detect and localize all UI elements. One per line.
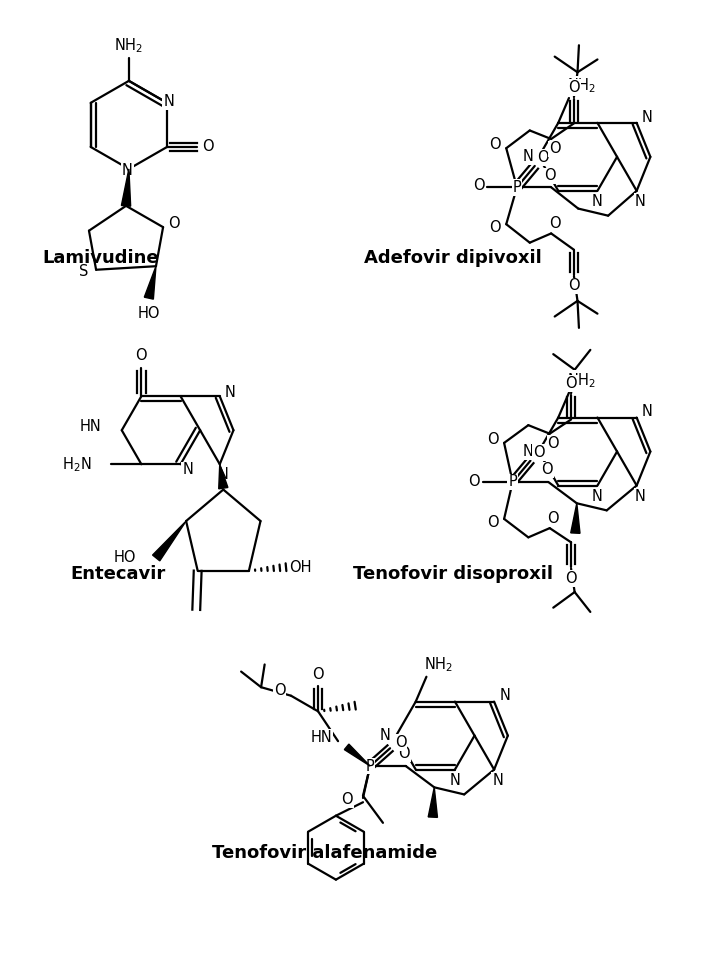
Text: N: N xyxy=(163,94,174,109)
Text: O: O xyxy=(341,792,353,806)
Polygon shape xyxy=(571,503,580,534)
Text: P: P xyxy=(366,758,374,774)
Text: O: O xyxy=(489,220,500,235)
Text: O: O xyxy=(544,168,555,184)
Text: O: O xyxy=(537,150,549,165)
Text: Adefovir dipivoxil: Adefovir dipivoxil xyxy=(364,249,542,268)
Text: N: N xyxy=(218,467,229,483)
Text: O: O xyxy=(136,347,147,363)
Text: O: O xyxy=(547,511,559,526)
Text: O: O xyxy=(274,683,286,697)
Text: O: O xyxy=(565,376,577,391)
Text: N: N xyxy=(642,109,653,125)
Text: N: N xyxy=(634,488,646,504)
Text: N: N xyxy=(182,462,193,478)
Text: N: N xyxy=(592,194,603,209)
Text: N: N xyxy=(634,194,646,209)
Polygon shape xyxy=(153,521,186,561)
Text: N: N xyxy=(122,162,133,178)
Text: N: N xyxy=(500,689,510,703)
Polygon shape xyxy=(345,744,370,766)
Text: NH$_2$: NH$_2$ xyxy=(424,656,453,674)
Text: O: O xyxy=(534,445,545,459)
Text: O: O xyxy=(469,475,480,489)
Text: O: O xyxy=(487,432,498,447)
Text: O: O xyxy=(547,436,559,452)
Text: H$_2$N: H$_2$N xyxy=(62,454,92,474)
Text: HN: HN xyxy=(311,730,332,746)
Text: O: O xyxy=(489,137,500,152)
Text: O: O xyxy=(549,216,560,231)
Text: O: O xyxy=(549,141,560,157)
Text: O: O xyxy=(568,79,580,95)
Text: O: O xyxy=(168,216,180,231)
Text: N: N xyxy=(380,728,391,743)
Polygon shape xyxy=(121,169,131,206)
Text: N: N xyxy=(225,385,236,400)
Text: P: P xyxy=(508,475,517,489)
Text: HO: HO xyxy=(138,307,160,321)
Text: O: O xyxy=(395,735,407,750)
Text: N: N xyxy=(592,488,603,504)
Text: OH: OH xyxy=(289,560,311,574)
Text: Tenofovir alafenamide: Tenofovir alafenamide xyxy=(212,844,438,862)
Text: O: O xyxy=(341,792,353,806)
Text: N: N xyxy=(642,404,653,420)
Text: HO: HO xyxy=(114,550,136,566)
Text: O: O xyxy=(399,747,410,761)
Text: NH$_2$: NH$_2$ xyxy=(115,36,143,55)
Text: O: O xyxy=(202,139,213,155)
Polygon shape xyxy=(144,266,156,299)
Text: N: N xyxy=(492,773,503,788)
Polygon shape xyxy=(218,464,228,489)
Text: NH$_2$: NH$_2$ xyxy=(567,371,596,390)
Text: O: O xyxy=(487,515,498,530)
Text: O: O xyxy=(541,462,553,478)
Text: O: O xyxy=(568,278,580,293)
Text: S: S xyxy=(79,264,88,278)
Text: Lamivudine: Lamivudine xyxy=(42,249,159,268)
Text: Entecavir: Entecavir xyxy=(71,565,166,583)
Text: P: P xyxy=(513,180,521,194)
Text: Tenofovir disoproxil: Tenofovir disoproxil xyxy=(353,565,553,583)
Text: O: O xyxy=(565,571,577,586)
Polygon shape xyxy=(428,787,438,817)
Text: N: N xyxy=(523,444,534,459)
Text: HN: HN xyxy=(80,419,102,434)
Text: O: O xyxy=(473,178,485,193)
Text: N: N xyxy=(523,149,534,164)
Text: NH$_2$: NH$_2$ xyxy=(567,76,596,96)
Text: N: N xyxy=(449,773,461,788)
Text: O: O xyxy=(312,667,324,682)
